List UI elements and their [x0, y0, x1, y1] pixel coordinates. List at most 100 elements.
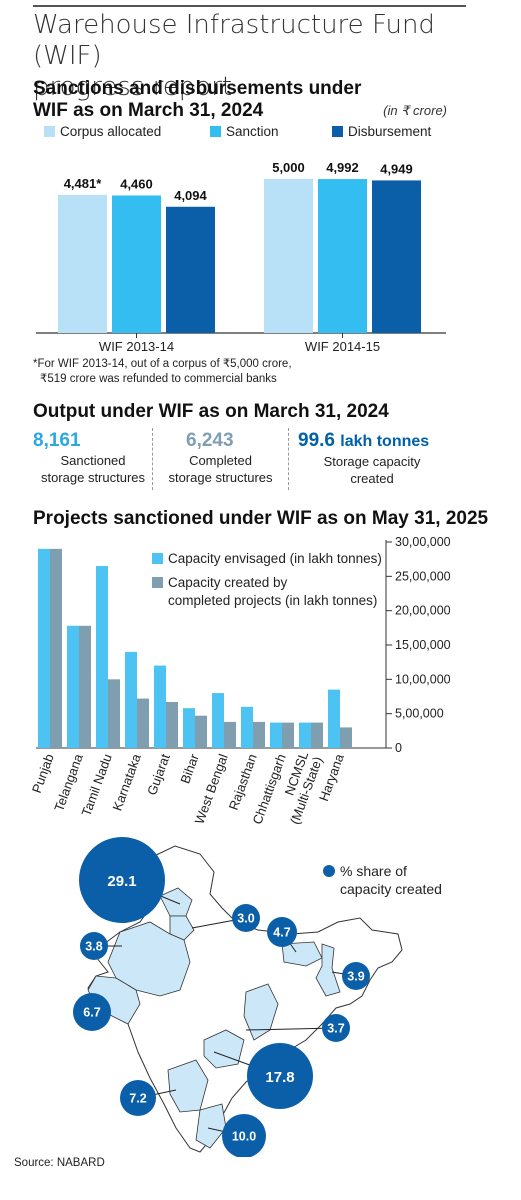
map-bubble — [267, 917, 297, 947]
chart2-bar — [195, 715, 207, 748]
chart1-category-label: WIF 2014-15 — [305, 339, 380, 354]
india-mainland — [87, 845, 403, 1153]
chart2-category-label-group: Karnataka — [109, 751, 144, 813]
chart1-bar — [264, 178, 313, 333]
stat-completed: 6,243 Completed storage structures — [158, 430, 283, 486]
chart2-ytick-label: 20,00,000 — [395, 604, 451, 618]
chart2-bar — [253, 721, 265, 748]
state-west-bengal — [315, 943, 341, 997]
chart2-legend-swatch — [152, 577, 163, 588]
stat-capacity: 99.6 lakh tonnes Storage capacity create… — [292, 430, 452, 487]
india-outline — [87, 845, 403, 1153]
chart2-bar — [183, 708, 195, 748]
legend-disbursement: Disbursement — [332, 124, 431, 139]
map-bubble-label: 17.8 — [265, 1069, 294, 1086]
chart2-category-label: Rajasthan — [226, 752, 260, 812]
chart2-ytick-label: 10,00,000 — [395, 672, 451, 686]
legend-sanction: Sanction — [210, 124, 279, 139]
map-bubble-label: 6.7 — [83, 1006, 100, 1020]
chart1-bar — [166, 206, 215, 333]
chart1-heading: Sanctions and disbursements under WIF as… — [33, 78, 362, 121]
chart2-category-label-group: Punjab — [29, 752, 57, 795]
chart2-ytick-label: 30,00,000 — [395, 535, 451, 549]
map-legend: % share of capacity created — [323, 863, 442, 897]
chart2-bar — [212, 693, 224, 748]
state-bihar — [281, 941, 323, 967]
chart2-ytick-label: 0 — [395, 741, 402, 755]
state-rajasthan — [107, 921, 191, 997]
india-map: 29.1 3.0 4.7 3.8 3.9 6.7 3.7 17.8 7.2 10.0 % shar… — [73, 837, 442, 1157]
chart2-bar — [340, 727, 352, 748]
chart2-bar — [270, 722, 282, 748]
chart2-legend-swatch — [152, 553, 163, 564]
map-legend-dot — [323, 865, 335, 877]
chart1-bar — [372, 180, 421, 333]
map-bubble — [79, 837, 165, 923]
chart2-bar — [108, 679, 120, 748]
projects-heading: Projects sanctioned under WIF as on May … — [33, 508, 489, 529]
map-bubble — [232, 904, 260, 932]
map-bubble — [120, 1080, 156, 1116]
chart1-category-label: WIF 2013-14 — [99, 339, 174, 354]
chart1-footnote: *For WIF 2013-14, out of a corpus of ₹5,… — [33, 358, 292, 385]
chart2-category-label: Gujarat — [144, 752, 173, 798]
chart2-bar — [67, 625, 79, 748]
chart2-legend-label: Capacity envisaged (in lakh tonnes) — [168, 551, 382, 566]
chart1-bar — [112, 195, 161, 333]
chart1-data-label: 4,460 — [120, 176, 153, 191]
state-telangana — [203, 1029, 245, 1069]
map-legend-text: % share of — [340, 863, 407, 879]
chart2-bar — [166, 701, 178, 748]
chart2-ytick-label: 15,00,000 — [395, 638, 451, 652]
chart2-category-label-group: Bihar — [177, 751, 202, 785]
output-heading: Output under WIF as on March 31, 2024 — [33, 401, 389, 422]
map-legend-text: capacity created — [340, 881, 442, 897]
chart1-data-label: 4,094 — [174, 188, 207, 203]
chart1-data-label: 4,949 — [380, 161, 413, 176]
map-bubble — [342, 962, 370, 990]
chart2-svg: 0 5,00,000 10,00,000 15,00,000 20,00,000 25,0… — [29, 535, 451, 826]
map-bubbles: 29.1 3.0 4.7 3.8 3.9 6.7 3.7 17.8 7.2 10.0 — [73, 837, 370, 1157]
map-bubble-label: 4.7 — [273, 926, 290, 940]
map-bubble-label: 10.0 — [232, 1130, 256, 1144]
chart2-category-label: Bihar — [177, 751, 202, 785]
chart2-bar — [137, 698, 149, 748]
chart1-svg: 4,481* 4,460 4,094 WIF 2013-14 5,000 4,992 4,9… — [36, 160, 446, 354]
chart2-bar — [125, 651, 137, 748]
page-title: Warehouse Infrastructure Fund (WIF) prog… — [33, 10, 435, 102]
chart1-unit: (in ₹ crore) — [383, 103, 447, 118]
map-bubble-label: 3.0 — [237, 912, 254, 926]
chart2-category-label: Karnataka — [109, 751, 144, 813]
chart1-data-label: 4,481* — [64, 176, 103, 191]
map-bubble-label: 29.1 — [107, 873, 136, 890]
chart2-bar — [241, 706, 253, 748]
map-bubble — [247, 1043, 313, 1109]
chart2-ytick-label: 5,00,000 — [395, 707, 444, 721]
chart2-bar — [154, 665, 166, 748]
chart2-category-label-group: Rajasthan — [226, 752, 260, 812]
map-leader-line — [245, 1027, 337, 1031]
stat-sanctioned-value: 8,161 — [33, 430, 81, 451]
source-note: Source: NABARD — [14, 1157, 105, 1169]
map-bubble-label: 7.2 — [129, 1092, 146, 1106]
chart2-bar — [224, 721, 236, 748]
stat-divider — [152, 428, 153, 490]
chart2-bar — [50, 548, 62, 748]
chart1-bar — [58, 194, 107, 333]
chart2-bar — [79, 625, 91, 748]
map-bubble — [73, 993, 111, 1031]
map-bubble — [322, 1014, 350, 1042]
legend-corpus: Corpus allocated — [44, 124, 161, 139]
stat-sanctioned: 8,161 Sanctioned storage structures — [33, 430, 153, 486]
chart1-bar — [318, 179, 367, 333]
map-bubble-label: 3.7 — [327, 1022, 344, 1036]
map-bubble-label: 3.9 — [347, 970, 364, 984]
chart2-legend-label: Capacity created by — [168, 575, 288, 590]
chart2-category-label-group: Gujarat — [144, 752, 173, 798]
chart1-data-label: 4,992 — [326, 160, 359, 175]
stat-completed-value: 6,243 — [186, 430, 234, 451]
chart2-bar — [38, 548, 50, 748]
chart2-legend-label: completed projects (in lakh tonnes) — [168, 593, 377, 608]
state-haryana — [169, 915, 195, 941]
top-rule — [33, 5, 466, 7]
